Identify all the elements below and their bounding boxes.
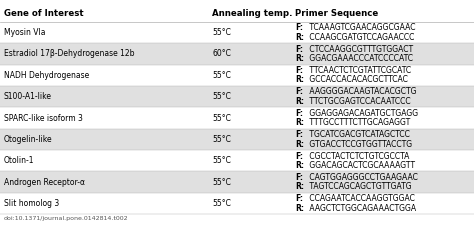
Text: Myosin VIa: Myosin VIa xyxy=(4,28,46,37)
Text: F:: F: xyxy=(295,88,303,97)
Text: R:: R: xyxy=(295,161,304,170)
Text: 55°C: 55°C xyxy=(212,135,231,144)
Text: GGAGGAGACAGATGCTGAGG: GGAGGAGACAGATGCTGAGG xyxy=(307,109,418,118)
Text: Gene of Interest: Gene of Interest xyxy=(4,9,83,18)
Text: S100-A1-like: S100-A1-like xyxy=(4,92,52,101)
Text: F:: F: xyxy=(295,109,303,118)
Text: TCAAAGTCGAACAGGCGAAC: TCAAAGTCGAACAGGCGAAC xyxy=(307,23,416,32)
Text: 55°C: 55°C xyxy=(212,71,231,80)
Text: SPARC-like isoform 3: SPARC-like isoform 3 xyxy=(4,113,82,122)
Text: CTCCAAGGCGTTTGTGGACT: CTCCAAGGCGTTTGTGGACT xyxy=(307,45,413,54)
Bar xyxy=(0,65,474,86)
Bar xyxy=(0,43,474,65)
Text: NADH Dehydrogenase: NADH Dehydrogenase xyxy=(4,71,89,80)
Text: F:: F: xyxy=(295,194,303,203)
Text: Otolin-1: Otolin-1 xyxy=(4,156,34,165)
Text: 55°C: 55°C xyxy=(212,92,231,101)
Text: R:: R: xyxy=(295,97,304,106)
Text: F:: F: xyxy=(295,173,303,182)
Bar xyxy=(0,86,474,107)
Text: CCAAGCGATGTCCAGAACCC: CCAAGCGATGTCCAGAACCC xyxy=(307,33,415,42)
Text: F:: F: xyxy=(295,152,303,161)
Text: R:: R: xyxy=(295,182,304,191)
Text: 55°C: 55°C xyxy=(212,178,231,187)
Text: Otogelin-like: Otogelin-like xyxy=(4,135,53,144)
Text: TTTGCCTTTCTTGCAGAGGT: TTTGCCTTTCTTGCAGAGGT xyxy=(307,118,410,127)
Text: 55°C: 55°C xyxy=(212,156,231,165)
Text: TGCATCGACGTCATAGCTCC: TGCATCGACGTCATAGCTCC xyxy=(307,130,410,139)
Bar xyxy=(0,150,474,171)
Text: 55°C: 55°C xyxy=(212,199,231,208)
Text: Slit homolog 3: Slit homolog 3 xyxy=(4,199,59,208)
Text: Primer Sequence: Primer Sequence xyxy=(295,9,379,18)
Bar xyxy=(0,193,474,214)
Text: R:: R: xyxy=(295,33,304,42)
Text: R:: R: xyxy=(295,54,304,63)
Text: CAGTGGAGGGCCTGAAGAAC: CAGTGGAGGGCCTGAAGAAC xyxy=(307,173,418,182)
Bar xyxy=(0,107,474,129)
Text: doi:10.1371/journal.pone.0142814.t002: doi:10.1371/journal.pone.0142814.t002 xyxy=(4,216,128,221)
Text: TTCTGCGAGTCCACAATCCC: TTCTGCGAGTCCACAATCCC xyxy=(307,97,411,106)
Text: GTGACCTCCGTGGTTACCTG: GTGACCTCCGTGGTTACCTG xyxy=(307,140,412,148)
Text: 60°C: 60°C xyxy=(212,49,231,58)
Text: R:: R: xyxy=(295,118,304,127)
Text: GGACAGCACTCGCAAAAGTT: GGACAGCACTCGCAAAAGTT xyxy=(307,161,415,170)
Text: AAGCTCTGGCAGAAACTGGA: AAGCTCTGGCAGAAACTGGA xyxy=(307,204,416,213)
Text: R:: R: xyxy=(295,75,304,84)
Text: F:: F: xyxy=(295,23,303,32)
Text: Estradiol 17β-Dehydrogenase 12b: Estradiol 17β-Dehydrogenase 12b xyxy=(4,49,134,58)
Text: CGCCTACTCTCTGTCGCCTA: CGCCTACTCTCTGTCGCCTA xyxy=(307,152,410,161)
Bar xyxy=(0,171,474,193)
Text: R:: R: xyxy=(295,140,304,148)
Text: F:: F: xyxy=(295,45,303,54)
Text: Annealing temp.: Annealing temp. xyxy=(212,9,293,18)
Text: TAGTCCAGCAGCTGTTGATG: TAGTCCAGCAGCTGTTGATG xyxy=(307,182,412,191)
Text: TTCAACTCTCGTATTCGCATC: TTCAACTCTCGTATTCGCATC xyxy=(307,66,411,75)
Text: F:: F: xyxy=(295,130,303,139)
Text: 55°C: 55°C xyxy=(212,28,231,37)
Bar xyxy=(0,22,474,43)
Text: AAGGGGACAAGTACACGCTG: AAGGGGACAAGTACACGCTG xyxy=(307,88,417,97)
Text: GGACGAAACCCATCCCCATC: GGACGAAACCCATCCCCATC xyxy=(307,54,413,63)
Bar xyxy=(0,6,474,22)
Text: Androgen Receptor-α: Androgen Receptor-α xyxy=(4,178,85,187)
Text: R:: R: xyxy=(295,204,304,213)
Text: CCAGAATCACCAAGGTGGAC: CCAGAATCACCAAGGTGGAC xyxy=(307,194,415,203)
Text: 55°C: 55°C xyxy=(212,113,231,122)
Text: GCCACCACACACGCTTCAC: GCCACCACACACGCTTCAC xyxy=(307,75,408,84)
Text: F:: F: xyxy=(295,66,303,75)
Bar xyxy=(0,129,474,150)
